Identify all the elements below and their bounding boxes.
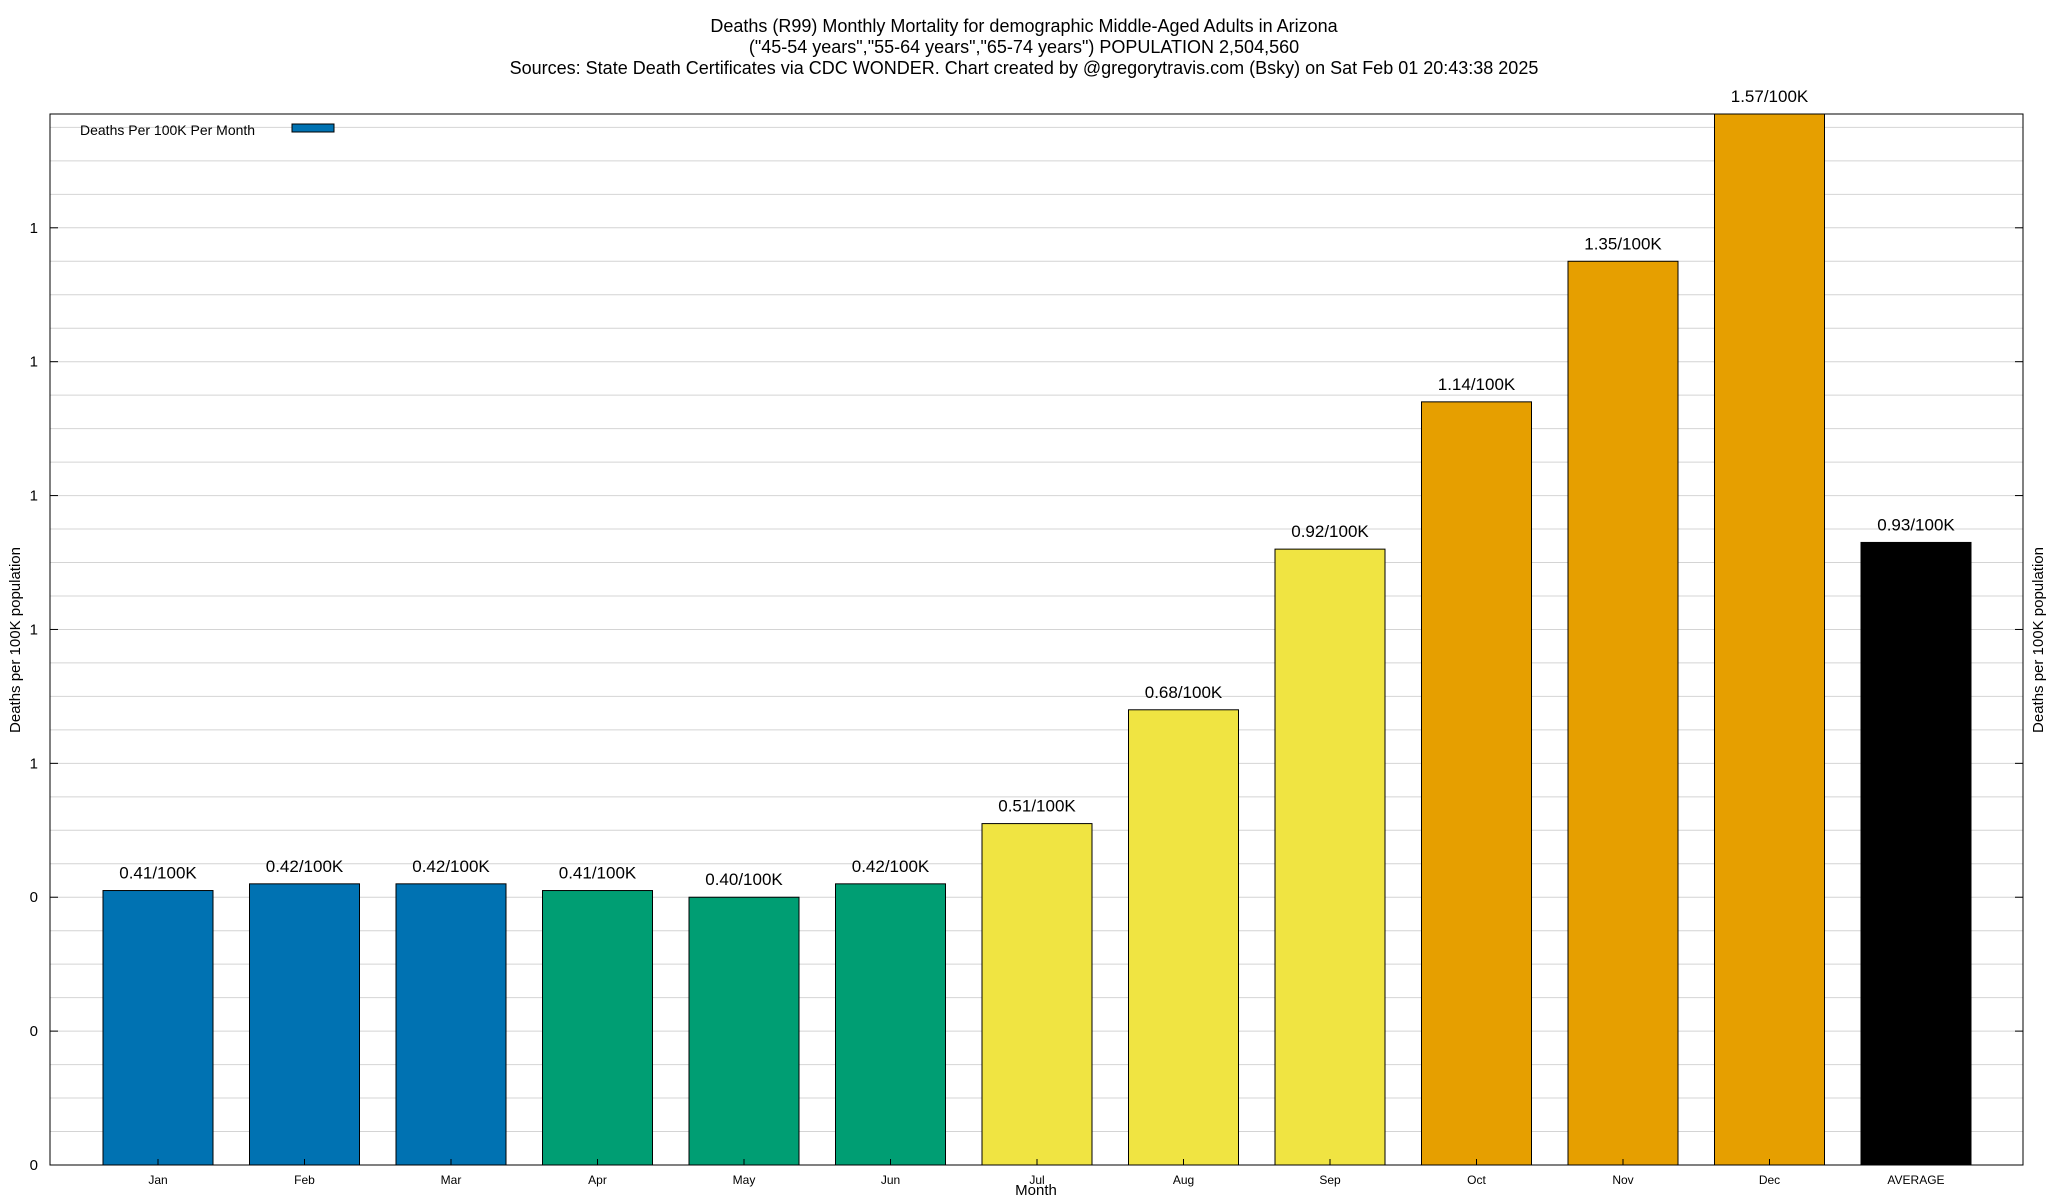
data-label: 0.42/100K [852,857,930,876]
legend-swatch [291,123,335,133]
bar [102,890,214,1166]
legend: Deaths Per 100K Per Month [80,122,335,138]
data-label: 1.57/100K [1731,87,1809,106]
bar [249,883,360,1166]
y-tick-label: 1 [30,354,38,371]
bar [1567,260,1679,1166]
y-tick-label: 1 [30,220,38,237]
title-line: Deaths (R99) Monthly Mortality for demog… [710,16,1338,36]
data-label: 0.92/100K [1291,522,1369,541]
bar [1274,548,1386,1166]
x-tick-label: Mar [441,1173,462,1187]
x-axis-label: Month [1015,1182,1057,1199]
data-label: 1.14/100K [1438,375,1516,394]
data-label: 0.40/100K [705,870,783,889]
x-tick-label: AVERAGE [1887,1173,1944,1187]
chart-title: Deaths (R99) Monthly Mortality for demog… [510,16,1539,78]
y-tick-label: 1 [30,488,38,505]
bar [1421,401,1532,1166]
data-label: 0.41/100K [119,864,197,883]
data-label: 1.35/100K [1584,234,1662,253]
bar [688,896,800,1166]
grid-lines [50,126,2023,1133]
y-tick-label: 1 [30,755,38,772]
title-line: Sources: State Death Certificates via CD… [510,58,1539,78]
y-tick-label: 0 [30,1157,38,1174]
x-tick-label: Nov [1612,1173,1633,1187]
bar [542,890,653,1166]
data-label: 0.68/100K [1145,683,1223,702]
x-tick-label: Jun [881,1173,900,1187]
bar [1860,541,1972,1166]
bar [981,823,1093,1166]
data-labels: 0.41/100K 0.42/100K 0.42/100K 0.41/100K 0.40… [119,87,1955,889]
bar [835,883,946,1166]
x-tick-label: Dec [1759,1173,1780,1187]
data-label: 0.51/100K [998,797,1076,816]
y-axis-label-left: Deaths per 100K population [7,547,24,733]
title-line: ("45-54 years","55-64 years","65-74 year… [749,37,1299,57]
x-tick-label: Feb [294,1173,315,1187]
y-tick-label: 0 [30,1023,38,1040]
y-axis-label-right: Deaths per 100K population [2030,547,2047,733]
y-tick-label: 0 [30,889,38,906]
bar [1128,709,1239,1166]
data-label: 0.93/100K [1877,515,1955,534]
y-tick-label: 1 [30,621,38,638]
data-label: 0.41/100K [559,864,637,883]
bars [102,113,1972,1166]
data-label: 0.42/100K [266,857,344,876]
x-tick-label: May [733,1173,756,1187]
x-tick-label: Apr [588,1173,607,1187]
x-tick-label: Jul [1029,1173,1044,1187]
legend-label: Deaths Per 100K Per Month [80,122,255,138]
x-tick-label: Sep [1319,1173,1341,1187]
x-tick-label: Jan [148,1173,167,1187]
y-axis-ticks: 0 0 0 1 1 1 1 1 [30,220,2023,1174]
x-axis-ticks: Jan Feb Mar Apr May Jun Jul Aug Sep Oct Nov Dec AVER… [148,1159,1945,1187]
data-label: 0.42/100K [412,857,490,876]
x-tick-label: Oct [1467,1173,1486,1187]
x-tick-label: Aug [1173,1173,1194,1187]
bar [395,883,507,1166]
bar [1714,113,1825,1166]
